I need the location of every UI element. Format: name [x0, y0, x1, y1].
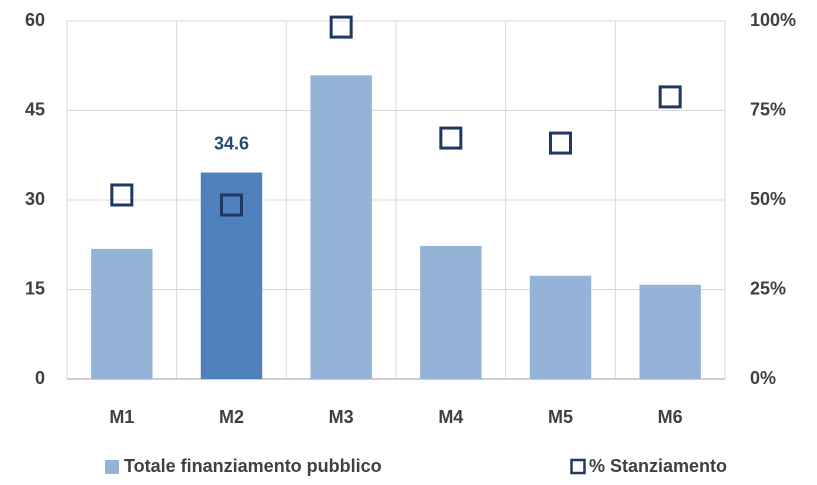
marker [549, 131, 572, 155]
y-tick-label: 0 [35, 368, 45, 388]
x-tick-label: M3 [329, 407, 354, 427]
x-tick-label: M6 [658, 407, 683, 427]
y2-tick-label: 75% [750, 99, 786, 119]
x-tick-label: M2 [219, 407, 244, 427]
y2-tick-label: 0% [750, 368, 776, 388]
x-tick-label: M4 [438, 407, 463, 427]
y2-tick-label: 50% [750, 189, 786, 209]
marker [220, 193, 243, 217]
marker [658, 85, 682, 109]
y-tick-label: 45 [25, 99, 45, 119]
bar [639, 284, 701, 379]
y2-tick-label: 100% [750, 10, 796, 30]
bar [420, 245, 482, 379]
y-tick-label: 15 [25, 278, 45, 298]
bar [91, 248, 153, 379]
bar [529, 275, 592, 379]
legend-swatch [105, 460, 119, 474]
bar [310, 75, 372, 380]
legend-swatch [570, 458, 586, 475]
y-tick-label: 60 [25, 10, 45, 30]
marker [329, 15, 353, 39]
data-label: 34.6 [214, 133, 249, 153]
y2-tick-label: 25% [750, 278, 786, 298]
x-tick-label: M1 [109, 407, 134, 427]
bar [200, 172, 263, 379]
y-tick-label: 30 [25, 189, 45, 209]
legend-label: Totale finanziamento pubblico [124, 456, 382, 476]
marker [110, 183, 134, 207]
marker [439, 126, 463, 150]
legend-label: % Stanziamento [589, 456, 727, 476]
x-tick-label: M5 [548, 407, 573, 427]
